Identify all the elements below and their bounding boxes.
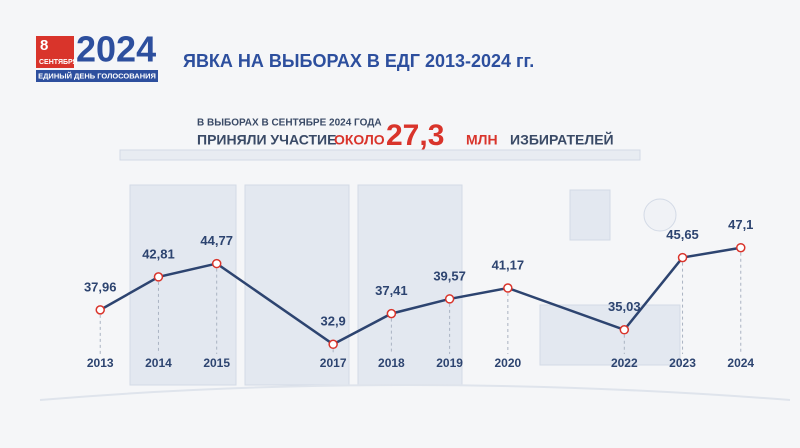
- poster: [569, 189, 611, 241]
- marker: [736, 242, 746, 253]
- desk: [539, 304, 681, 366]
- x-tick-label: 2014: [145, 356, 172, 370]
- marker: [328, 339, 338, 350]
- value-label: 42,81: [142, 246, 175, 261]
- chart-title: ЯВКА НА ВЫБОРАХ В ЕДГ 2013-2024 гг.: [183, 51, 534, 71]
- x-tick-label: 2015: [203, 356, 230, 370]
- logo-caption: ЕДИНЫЙ ДЕНЬ ГОЛОСОВАНИЯ: [38, 71, 156, 80]
- logo-month: СЕНТЯБРЯ: [39, 59, 78, 66]
- value-label: 37,41: [375, 283, 408, 298]
- annotation-line1: В ВЫБОРАХ В СЕНТЯБРЕ 2024 ГОДА: [197, 118, 382, 129]
- marker: [444, 294, 455, 304]
- x-tick-label: 2022: [611, 356, 638, 370]
- ceiling-beam: [119, 149, 641, 161]
- booth: [129, 184, 237, 386]
- value-label: 41,17: [492, 257, 525, 272]
- value-label: 37,96: [84, 279, 117, 294]
- line: [99, 246, 741, 346]
- logo-band: [36, 70, 158, 82]
- clock: [643, 198, 677, 232]
- x-tick-label: 2013: [87, 356, 114, 370]
- value-label: 39,57: [433, 268, 466, 283]
- logo-day: 8: [40, 37, 48, 54]
- x-tick-label: 2023: [669, 356, 696, 370]
- illustration: [39, 149, 791, 401]
- marker: [503, 283, 513, 293]
- booth: [244, 184, 350, 386]
- x-tick-label: 2018: [378, 356, 405, 370]
- marker: [677, 252, 688, 263]
- booth: [357, 184, 463, 386]
- annotation-unit: МЛН: [466, 132, 498, 148]
- value-label: 45,65: [666, 227, 699, 242]
- annotation-number: 27,3: [386, 119, 444, 152]
- logo-box: [36, 36, 74, 68]
- floor: [39, 384, 791, 401]
- marker: [95, 305, 105, 315]
- marker: [153, 272, 164, 282]
- marker: [386, 308, 397, 319]
- annotation-prefix: ОКОЛО: [334, 132, 385, 148]
- x-tick-label: 2024: [727, 356, 754, 370]
- logo-year: 2024: [76, 29, 156, 70]
- value-label: 32,9: [320, 314, 345, 329]
- x-tick-label: 2020: [494, 356, 521, 370]
- marker: [619, 325, 630, 335]
- value-label: 44,77: [200, 233, 233, 248]
- annotation-suffix: ИЗБИРАТЕЛЕЙ: [510, 131, 614, 148]
- x-tick-label: 2017: [320, 356, 347, 370]
- value-label: 47,1: [728, 217, 753, 232]
- annotation-line2: ПРИНЯЛИ УЧАСТИЕ: [197, 132, 336, 148]
- x-tick-label: 2019: [436, 356, 463, 370]
- value-label: 35,03: [608, 299, 641, 314]
- marker: [211, 258, 222, 269]
